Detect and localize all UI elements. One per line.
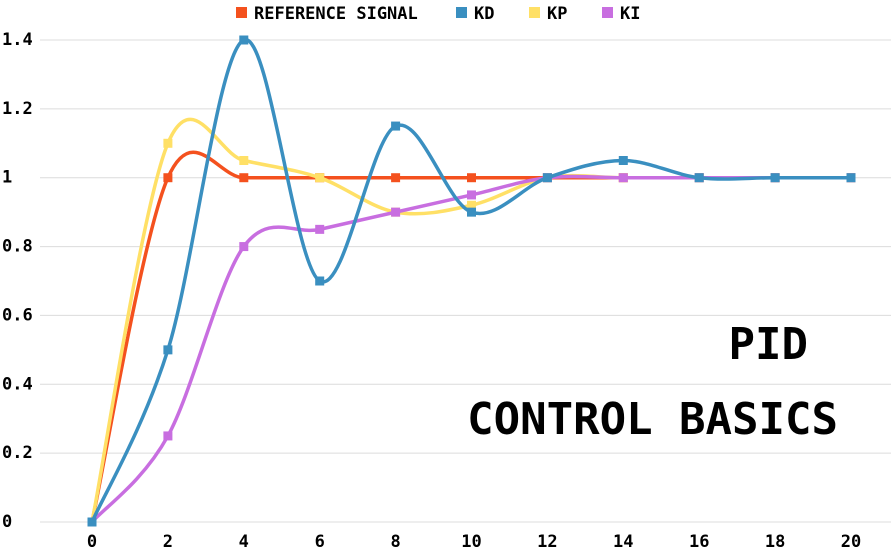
x-tick-label: 0 [87,532,97,552]
data-point [618,156,628,165]
data-point [239,35,249,45]
data-point [163,173,173,183]
y-tick-label: 0 [2,512,12,532]
data-point [163,345,173,355]
y-tick-label: 1.2 [2,99,33,119]
x-tick-label: 8 [390,532,400,552]
data-point [239,173,249,183]
data-point [618,173,628,183]
data-point [694,173,704,183]
y-tick-label: 0.6 [2,305,33,325]
data-point [239,242,249,252]
y-tick-label: 1 [2,168,12,188]
legend-label: KD [474,4,494,24]
x-tick-label: 14 [613,532,633,552]
data-point [770,173,780,183]
data-point [239,156,249,165]
y-tick-label: 0.8 [2,237,33,257]
data-point [87,517,97,527]
data-point [315,173,325,183]
legend-label: KI [620,4,640,24]
legend-swatch [602,7,613,18]
y-tick-label: 0.4 [2,374,33,394]
data-point [542,173,552,183]
data-point [315,276,325,286]
annotation-subtitle: CONTROL BASICS [467,394,838,445]
x-tick-label: 2 [163,532,173,552]
legend-swatch [456,7,467,18]
y-tick-label: 1.4 [2,30,33,50]
data-point [467,207,476,217]
legend-swatch [236,7,247,18]
annotation-title: PID [729,319,808,370]
data-point [391,173,401,183]
data-point [467,190,476,200]
x-tick-label: 18 [765,532,785,552]
data-point [315,224,325,234]
y-tick-label: 0.2 [2,443,33,463]
data-point [391,207,401,217]
data-point [846,173,856,183]
data-point [391,121,401,131]
x-tick-label: 4 [239,532,249,552]
legend-label: KP [547,4,567,24]
data-point [467,173,476,183]
x-tick-label: 16 [689,532,709,552]
data-point [163,138,173,148]
x-tick-label: 20 [841,532,861,552]
legend-swatch [529,7,540,18]
legend-label: REFERENCE SIGNAL [254,4,418,24]
x-tick-label: 12 [537,532,557,552]
x-tick-label: 10 [461,532,481,552]
data-point [163,431,173,441]
data-point [467,200,476,210]
series-line [90,38,851,523]
x-tick-label: 6 [315,532,325,552]
